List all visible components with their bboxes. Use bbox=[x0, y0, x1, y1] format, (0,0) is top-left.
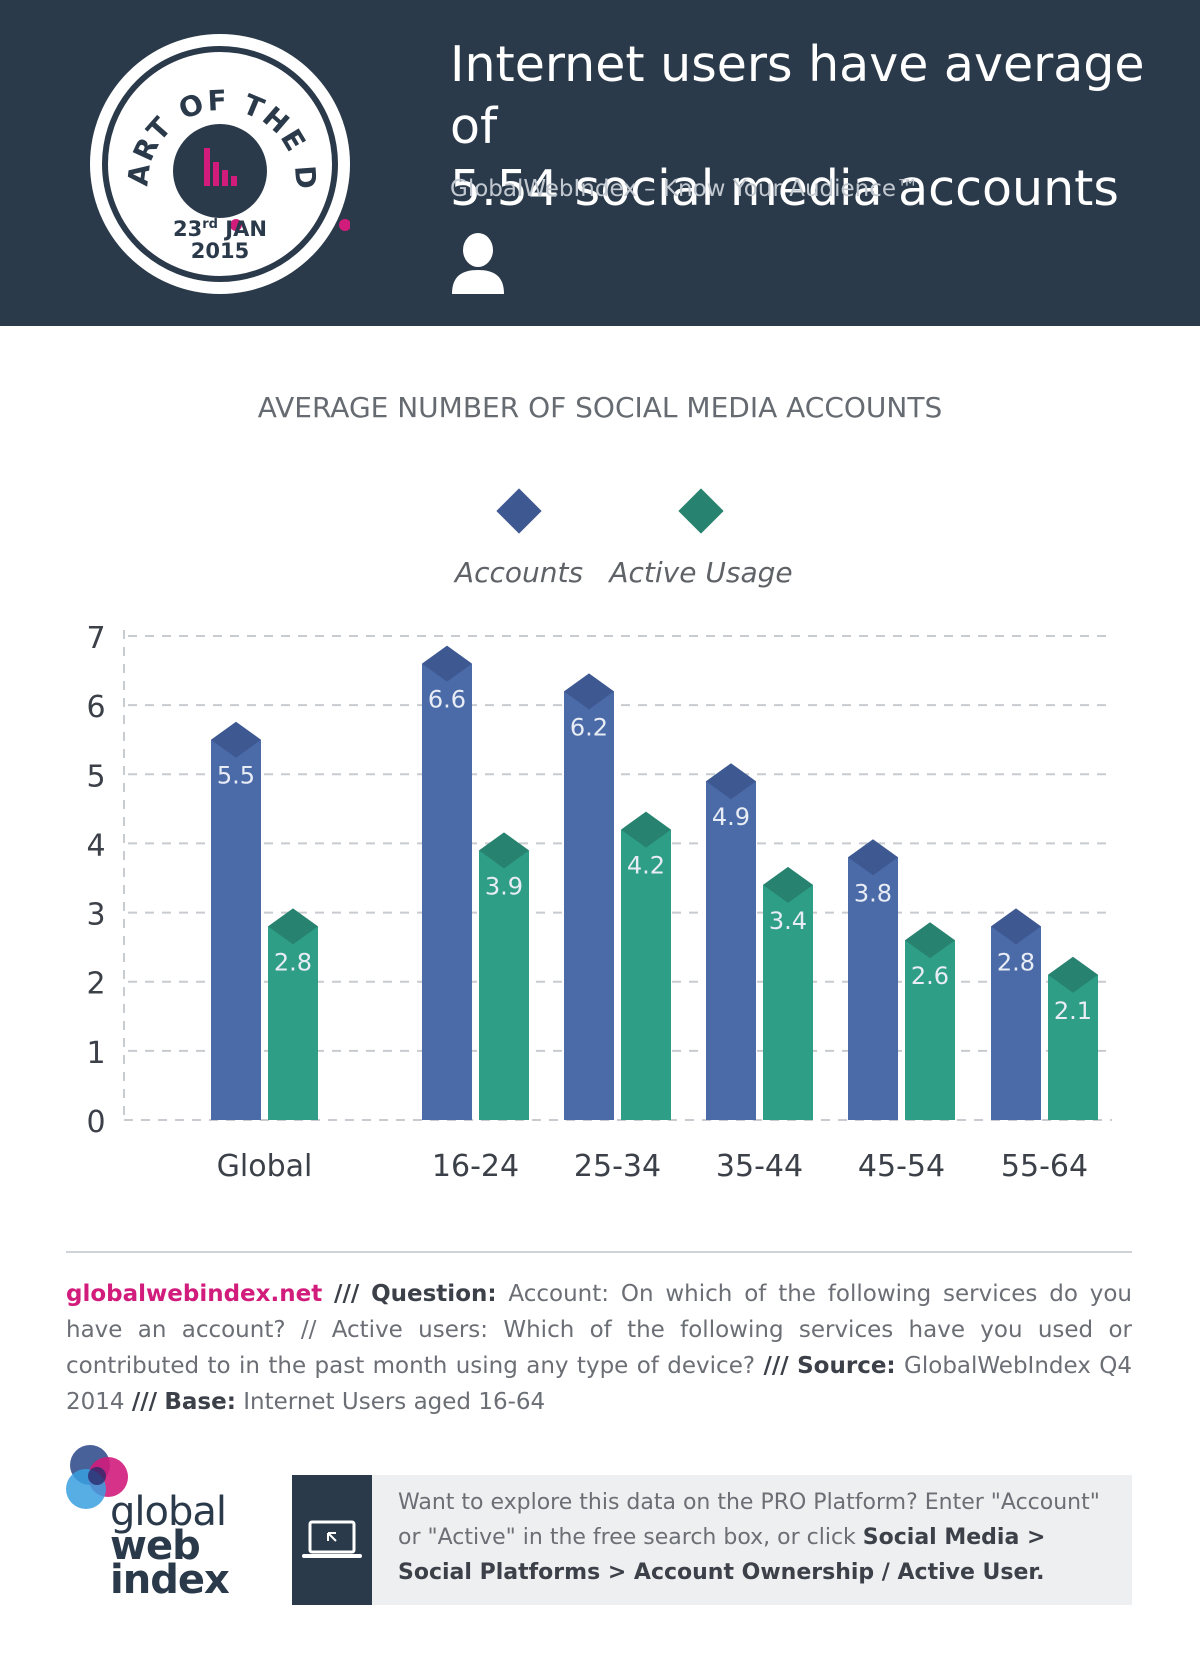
data-label: 2.1 bbox=[1054, 997, 1092, 1025]
data-label: 6.6 bbox=[428, 686, 466, 714]
header: CHART OF THE DAY 23rd JAN 2015 Internet … bbox=[0, 0, 1200, 326]
page-subtitle: GlobalWebIndex – Know Your Audience™ bbox=[450, 176, 920, 202]
legend-label-accounts: Accounts bbox=[454, 556, 584, 589]
badge-dot-left bbox=[230, 219, 242, 231]
badge-day: 23 bbox=[173, 217, 203, 241]
x-tick-label: 16-24 bbox=[432, 1149, 519, 1180]
site-link[interactable]: globalwebindex.net bbox=[66, 1281, 323, 1307]
bar-cap bbox=[763, 866, 813, 903]
pro-text-plain: Want to explore this data on the PRO Pla… bbox=[398, 1490, 1100, 1550]
bar bbox=[479, 850, 529, 1120]
data-label: 4.9 bbox=[712, 803, 750, 831]
bar bbox=[621, 829, 671, 1120]
page-title: Internet users have average of 5.54 soci… bbox=[450, 34, 1170, 220]
bar bbox=[848, 857, 898, 1120]
bar-chart: 0 1 2 3 4 5 6 7 5.5 2.8 Global 6.6 3.9 16-24 6.2 4.2 25-… bbox=[86, 621, 1112, 1180]
y-tick-label: 6 bbox=[86, 690, 105, 725]
legend-item-accounts: Accounts bbox=[419, 484, 619, 589]
y-tick-label: 4 bbox=[86, 828, 105, 863]
data-label: 5.5 bbox=[217, 762, 255, 790]
source-notes: globalwebindex.net /// Question: Account… bbox=[66, 1276, 1132, 1420]
accounts-diamond-icon bbox=[496, 488, 542, 534]
bar-cap bbox=[422, 645, 472, 682]
bar-cap bbox=[564, 673, 614, 710]
question-label: Question: bbox=[371, 1281, 497, 1307]
data-label: 2.8 bbox=[997, 948, 1035, 976]
badge-ring bbox=[102, 46, 338, 282]
x-tick-label: 25-34 bbox=[574, 1149, 661, 1180]
badge-day-suffix: rd bbox=[202, 217, 218, 232]
bar-cap bbox=[848, 839, 898, 876]
data-label: 2.8 bbox=[274, 948, 312, 976]
sep-2: /// bbox=[763, 1353, 789, 1379]
badge-month: JAN bbox=[225, 217, 267, 241]
source-label: Source: bbox=[797, 1353, 896, 1379]
bar bbox=[564, 691, 614, 1120]
y-tick-label: 2 bbox=[86, 967, 105, 1002]
base-text: Internet Users aged 16-64 bbox=[243, 1389, 546, 1415]
user-icon bbox=[450, 232, 506, 298]
bar bbox=[905, 940, 955, 1120]
sep-1: /// bbox=[334, 1281, 360, 1307]
data-label: 6.2 bbox=[570, 713, 608, 741]
x-tick-label: 45-54 bbox=[858, 1149, 945, 1180]
sep-3: /// bbox=[131, 1389, 158, 1415]
bar-cap bbox=[211, 721, 261, 758]
bar-chart-icon bbox=[204, 148, 237, 186]
badge-year: 2015 bbox=[190, 239, 250, 263]
bar-cap bbox=[621, 811, 671, 848]
logo-text: global web index bbox=[110, 1489, 230, 1603]
bar bbox=[1048, 974, 1098, 1120]
base-label: Base: bbox=[164, 1389, 236, 1415]
question-text: Account: On which of the following servi… bbox=[66, 1281, 1133, 1379]
logo-word-index: index bbox=[110, 1557, 230, 1603]
chart-title: AVERAGE NUMBER OF SOCIAL MEDIA ACCOUNTS bbox=[257, 391, 943, 424]
bar-cap bbox=[268, 908, 318, 945]
bar-cap bbox=[1048, 956, 1098, 993]
y-tick-label: 3 bbox=[86, 898, 105, 933]
bar bbox=[422, 663, 472, 1120]
y-tick-label: 1 bbox=[86, 1036, 105, 1071]
x-tick-label: Global bbox=[217, 1149, 313, 1180]
logo-word-global: global bbox=[110, 1489, 227, 1535]
bar bbox=[706, 781, 756, 1120]
pro-text-path[interactable]: Social Media > Social Platforms > Accoun… bbox=[398, 1525, 1046, 1585]
y-tick-label: 5 bbox=[86, 759, 105, 794]
x-tick-label: 55-64 bbox=[1001, 1149, 1088, 1180]
bar-cap bbox=[991, 908, 1041, 945]
badge-dot-right bbox=[339, 219, 350, 231]
data-label: 3.4 bbox=[769, 907, 807, 935]
y-tick-label: 7 bbox=[86, 621, 105, 656]
data-label: 3.9 bbox=[485, 872, 523, 900]
bar-cap bbox=[706, 763, 756, 800]
legend-item-active-usage: Active Usage bbox=[601, 484, 801, 589]
logo-word-web: web bbox=[110, 1523, 201, 1569]
y-tick-label: 0 bbox=[86, 1105, 105, 1140]
pro-platform-text: Want to explore this data on the PRO Pla… bbox=[398, 1485, 1108, 1590]
badge-chart-icon-bg bbox=[173, 124, 267, 218]
globalwebindex-logo: global web index bbox=[64, 1445, 234, 1605]
laptop-icon bbox=[302, 1520, 362, 1558]
source-text: GlobalWebIndex Q4 2014 bbox=[66, 1353, 1133, 1415]
active-usage-diamond-icon bbox=[678, 488, 724, 534]
bar bbox=[268, 926, 318, 1120]
data-label: 2.6 bbox=[911, 962, 949, 990]
pro-icon-panel bbox=[292, 1475, 372, 1605]
data-label: 4.2 bbox=[627, 852, 665, 880]
divider bbox=[66, 1251, 1132, 1253]
x-tick-label: 35-44 bbox=[716, 1149, 803, 1180]
page-title-line2: 5.54 social media accounts bbox=[450, 160, 1119, 217]
legend-label-active-usage: Active Usage bbox=[609, 556, 793, 589]
logo-circles-icon bbox=[66, 1445, 128, 1509]
bar bbox=[991, 926, 1041, 1120]
pro-platform-callout: Want to explore this data on the PRO Pla… bbox=[292, 1475, 1132, 1605]
data-label: 3.8 bbox=[854, 879, 892, 907]
chart-of-the-day-badge: CHART OF THE DAY 23rd JAN 2015 bbox=[90, 34, 350, 294]
bar bbox=[211, 739, 261, 1120]
bar-cap bbox=[905, 922, 955, 959]
page-title-line1: Internet users have average of bbox=[450, 36, 1145, 155]
badge-date: 23rd JAN 2015 bbox=[90, 218, 350, 262]
bar bbox=[763, 884, 813, 1120]
